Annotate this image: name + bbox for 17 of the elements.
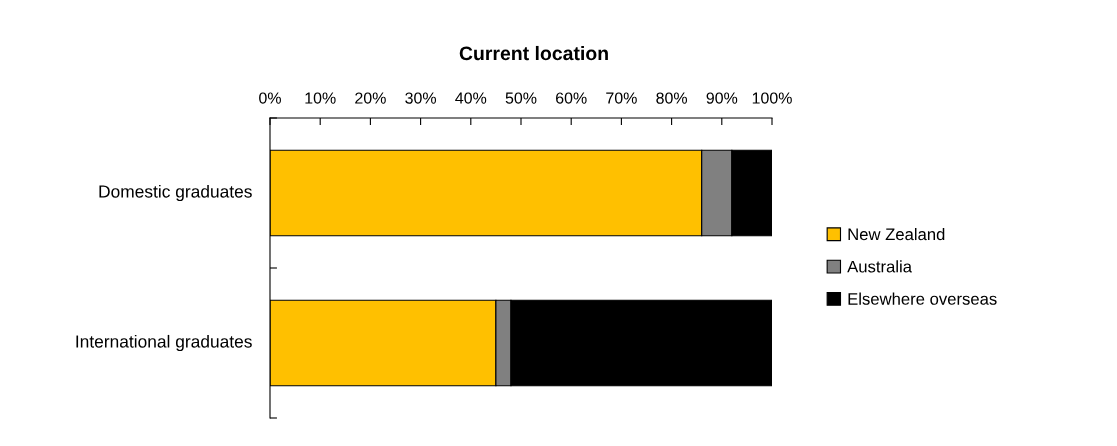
- x-tick-label: 100%: [752, 92, 792, 104]
- x-tick-label: 90%: [706, 92, 738, 104]
- legend-label: New Zealand: [848, 227, 945, 241]
- y-tick-label: International graduates: [76, 334, 252, 352]
- x-tick-label: 40%: [455, 92, 487, 104]
- legend-label: Elsewhere overseas: [848, 292, 997, 305]
- y-tick-label: Domestic graduates: [99, 184, 252, 202]
- x-tick-label: 70%: [606, 92, 637, 104]
- x-tick-label: 30%: [405, 92, 437, 104]
- x-tick-label: 60%: [556, 92, 587, 104]
- chart-title: Current location: [459, 45, 608, 61]
- x-tick-label: 20%: [355, 92, 386, 104]
- x-tick-label: 10%: [305, 92, 336, 104]
- x-tick-label: 80%: [656, 92, 688, 104]
- legend-label: Australia: [847, 260, 912, 273]
- x-tick-label: 50%: [505, 92, 537, 104]
- x-tick-label: 0%: [259, 92, 281, 104]
